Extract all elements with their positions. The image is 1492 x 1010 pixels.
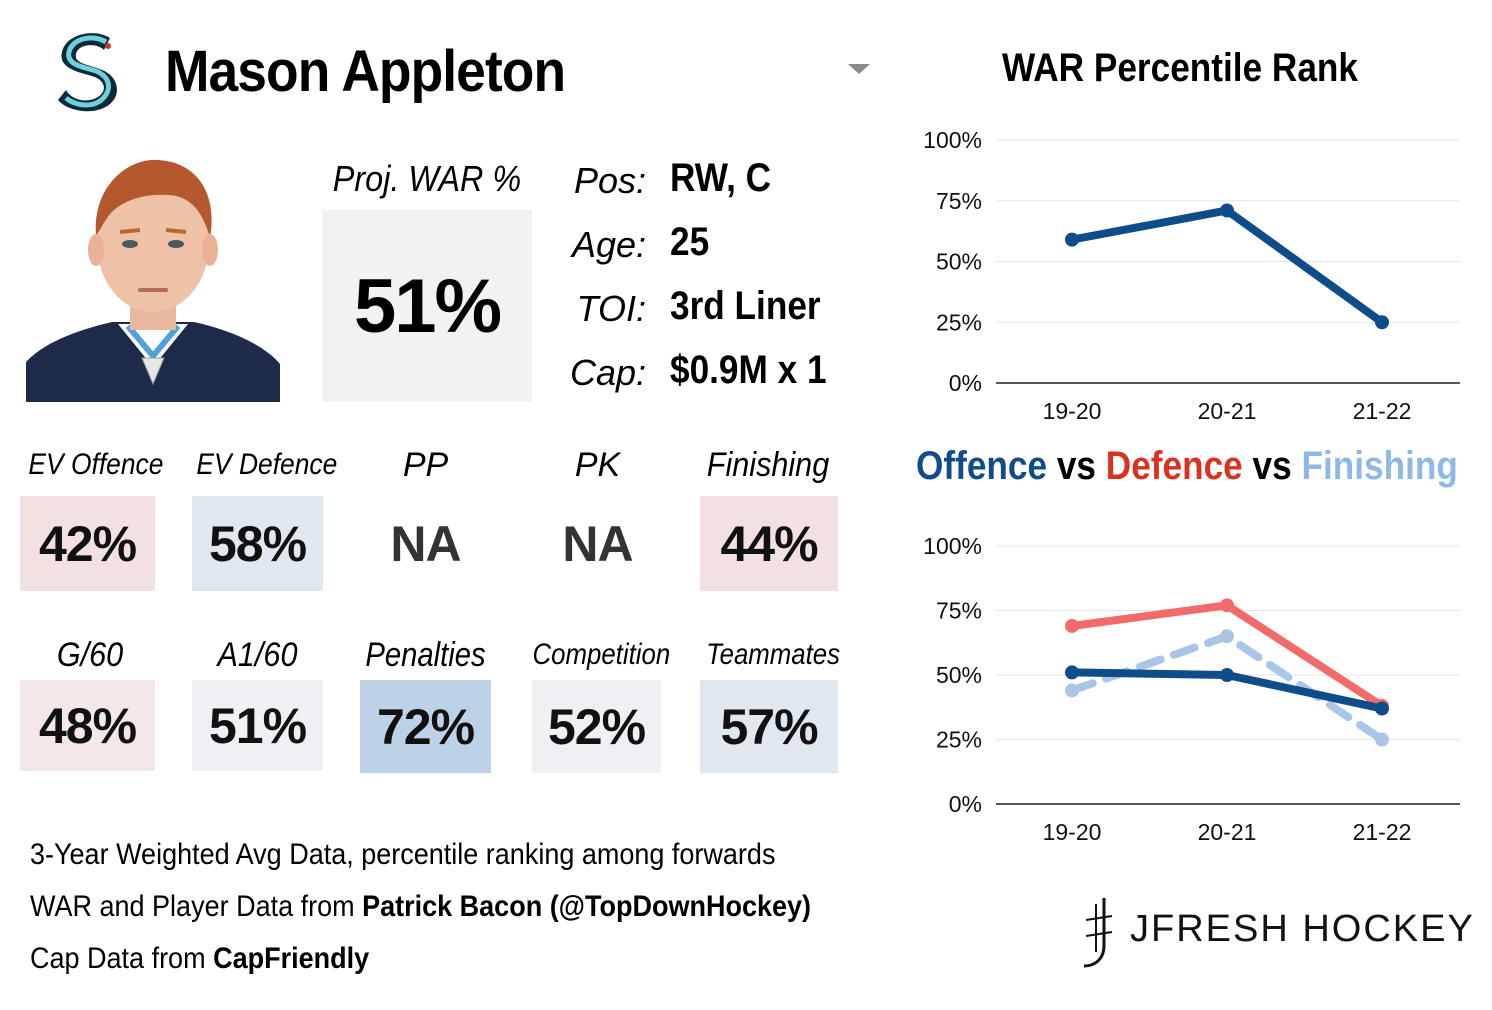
ovd-chart: 0% 25% 50% 75% 100% 19-20 20-21 21-22 [923,533,1460,842]
pp-tile: NA [360,496,491,591]
a160-label: A1/60 [217,636,298,674]
age-label: Age: [571,224,646,265]
proj-war-value: 51% [322,210,532,402]
ovd-title-sep1: vs [1047,444,1106,488]
data-point [1220,629,1234,644]
series-line [1068,601,1386,710]
y-tick-label: 0% [949,370,982,396]
series-line [1068,206,1386,327]
y-tick-label: 0% [949,791,982,817]
seattle-kraken-logo-icon [58,33,117,112]
y-tick-label: 75% [936,598,982,624]
finishing-tile: 44% [700,496,838,591]
footer-war-prefix: WAR and Player Data from [30,890,363,923]
position-value: RW, C [670,156,772,200]
pp-label: PP [402,446,449,484]
war-percentile-chart: 0% 25% 50% 75% 100% 19-20 20-21 21-22 [923,127,1460,424]
g60-label: G/60 [56,636,124,674]
x-tick-label: 21-22 [1353,819,1412,842]
caret-down-icon[interactable] [848,64,870,74]
brand-name: JFRESH HOCKEY [1130,908,1475,950]
toi-value: 3rd Liner [670,284,821,328]
data-point [1375,701,1389,716]
data-point [1220,598,1234,613]
toi-label: TOI: [576,288,646,329]
data-point [1375,315,1389,330]
jfresh-hockey-stick-logo-icon [1083,898,1113,968]
pk-tile: NA [532,496,663,591]
teammates-tile: 57% [700,680,838,773]
ovd-title-defence: Defence [1105,444,1243,488]
data-point [1375,732,1389,747]
competition-label: Competition [532,638,671,671]
y-tick-label: 25% [936,727,982,753]
series-line [1068,632,1386,744]
data-point [1065,232,1079,247]
data-point [1065,683,1079,698]
footer-cap-author: CapFriendly [213,942,370,975]
pk-label: PK [574,446,621,484]
data-point [1065,665,1079,680]
y-tick-label: 50% [936,249,982,275]
x-tick-label: 19-20 [1043,819,1102,842]
y-tick-label: 25% [936,309,982,335]
finishing-label: Finishing [706,446,830,484]
ev-offence-tile: 42% [20,496,155,591]
age-value: 25 [670,220,710,264]
y-tick-label: 100% [923,533,982,559]
g60-tile: 48% [20,680,155,771]
player-photo [26,152,280,402]
ev-offence-label: EV Offence [28,448,164,481]
footer-war-source: WAR and Player Data from Patrick Bacon (… [30,890,811,924]
data-point [1065,618,1079,633]
penalties-label: Penalties [365,636,486,674]
ev-defence-label: EV Defence [196,448,338,481]
cap-value: $0.9M x 1 [670,348,827,392]
y-tick-label: 75% [936,188,982,214]
footer-cap-prefix: Cap Data from [30,942,214,975]
footer-cap-source: Cap Data from CapFriendly [30,942,369,976]
x-tick-label: 20-21 [1198,398,1257,424]
ovd-title-sep2: vs [1242,444,1302,488]
war-chart-title: WAR Percentile Rank [1001,46,1359,90]
x-tick-label: 19-20 [1043,398,1102,424]
x-tick-label: 21-22 [1353,398,1412,424]
y-tick-label: 50% [936,662,982,688]
ovd-title-offence: Offence [916,444,1048,488]
x-tick-label: 20-21 [1198,819,1257,842]
footer-war-author: Patrick Bacon (@TopDownHockey) [362,890,812,923]
data-point [1220,668,1234,682]
y-tick-label: 100% [923,127,982,153]
player-name: Mason Appleton [165,39,566,104]
footer-note: 3-Year Weighted Avg Data, percentile ran… [30,838,776,871]
teammates-label: Teammates [706,638,841,671]
position-label: Pos: [573,160,646,201]
cap-label: Cap: [569,352,646,393]
penalties-tile: 72% [360,680,491,773]
ovd-chart-title: Offence vs Defence vs Finishing [916,444,1458,489]
a160-tile: 51% [192,680,323,771]
data-point [1220,203,1234,218]
competition-tile: 52% [532,680,661,773]
proj-war-label: Proj. WAR % [332,158,522,199]
ovd-title-finishing: Finishing [1301,444,1458,488]
ev-defence-tile: 58% [192,496,323,591]
